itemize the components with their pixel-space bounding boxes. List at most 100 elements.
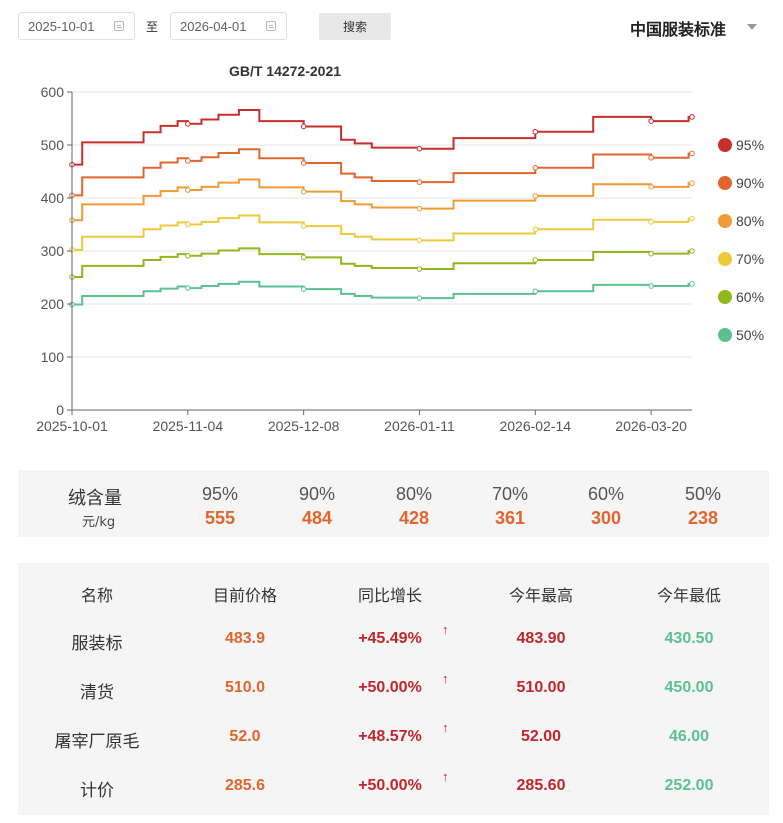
- column-header: 今年最低: [656, 586, 721, 605]
- x-tick-label: 2025-12-08: [268, 418, 340, 434]
- data-point: [300, 160, 307, 166]
- year-low: 252.00: [664, 777, 714, 794]
- legend-dot-icon: [718, 138, 732, 152]
- data-point: [185, 187, 191, 193]
- data-point: [185, 121, 191, 127]
- up-arrow-icon: ↑: [442, 671, 449, 686]
- grade-label: 90%: [298, 484, 336, 504]
- data-point: [416, 266, 423, 272]
- data-point: [689, 180, 695, 186]
- row-name: 服装标: [71, 634, 123, 654]
- series-line-95%: [72, 109, 692, 166]
- year-low: 46.00: [668, 728, 710, 745]
- y-tick-label: 600: [41, 84, 65, 100]
- grade-price: 555: [204, 508, 236, 528]
- search-button[interactable]: 搜索: [319, 13, 391, 40]
- legend-label: 60%: [736, 289, 765, 305]
- y-tick-label: 0: [56, 402, 64, 418]
- legend-dot-icon: [718, 290, 732, 304]
- data-point: [689, 114, 695, 120]
- price-chart: GB/T 14272-2021 0 100 200 300 400 500 600 2025-…: [36, 63, 695, 434]
- column-header: 同比增长: [357, 586, 422, 605]
- grade-price: 361: [494, 508, 526, 528]
- fill-power-summary: 绒含量 元/kg 95% 555 90% 484 80% 428 70% 361 60% 300 5…: [18, 470, 769, 537]
- data-point: [185, 221, 191, 228]
- data-point: [532, 257, 539, 263]
- data-point: [689, 248, 695, 254]
- data-point: [300, 223, 307, 229]
- standard-select-value: 中国服装标准: [630, 20, 727, 39]
- x-tick-label: 2026-03-20: [615, 418, 687, 434]
- year-high: 510.00: [516, 679, 566, 696]
- grade-price: 484: [301, 508, 333, 528]
- data-point: [648, 219, 654, 225]
- data-point: [300, 254, 307, 261]
- y-tick-label: 300: [41, 243, 65, 259]
- data-point: [300, 123, 307, 130]
- data-point: [185, 158, 191, 164]
- legend-label: 80%: [736, 213, 765, 229]
- chart-title: GB/T 14272-2021: [229, 63, 341, 79]
- data-point: [648, 283, 654, 289]
- row-name: 清货: [80, 683, 114, 703]
- series-line-50%: [72, 280, 692, 306]
- current-price: 510.0: [224, 679, 266, 696]
- grade-label: 80%: [395, 484, 433, 504]
- yoy-growth: +50.00% ↑: [358, 671, 449, 696]
- data-point: [416, 205, 423, 212]
- data-point: [185, 252, 191, 259]
- price-table: 名称 目前价格 同比增长 今年最高 今年最低 服装标 483.9 +45.49% ↑ 483.90…: [18, 563, 769, 815]
- x-tick-label: 2026-02-14: [499, 418, 571, 434]
- x-tick-label: 2026-01-11: [384, 418, 455, 434]
- chart-grid: [72, 91, 692, 358]
- series-line-80%: [72, 178, 692, 222]
- data-point: [416, 237, 423, 244]
- data-point: [532, 164, 539, 171]
- year-high: 483.90: [516, 630, 566, 647]
- data-point: [648, 118, 654, 124]
- year-low: 450.00: [664, 679, 714, 696]
- grade-label: 50%: [684, 484, 722, 504]
- legend-dot-icon: [718, 252, 732, 266]
- legend-label: 70%: [736, 251, 765, 267]
- calendar-icon: [114, 21, 124, 31]
- current-price: 483.9: [224, 630, 266, 647]
- current-price: 285.6: [224, 777, 266, 794]
- legend-dot-icon: [718, 328, 732, 342]
- column-header: 目前价格: [212, 586, 277, 605]
- end-date-input[interactable]: 2026-04-01: [170, 12, 287, 40]
- x-tick-label: 2025-10-01: [36, 418, 108, 434]
- data-point: [648, 250, 654, 257]
- start-date-input[interactable]: 2025-10-01: [18, 12, 135, 40]
- grade-price: 428: [398, 508, 430, 528]
- up-arrow-icon: ↑: [442, 622, 449, 637]
- data-point: [416, 179, 423, 185]
- y-tick-label: 400: [41, 190, 65, 206]
- y-tick-label: 100: [41, 349, 65, 365]
- data-point: [532, 288, 539, 295]
- data-point: [532, 128, 539, 135]
- grade-label: 70%: [491, 484, 529, 504]
- data-point: [648, 154, 654, 161]
- caret-down-icon: [747, 24, 757, 30]
- data-point: [532, 226, 539, 233]
- series-line-60%: [72, 247, 692, 278]
- data-point: [300, 286, 307, 292]
- data-point: [689, 215, 695, 222]
- data-point: [648, 184, 654, 190]
- yoy-growth: +50.00% ↑: [358, 769, 449, 794]
- series-line-90%: [72, 148, 692, 197]
- current-price: 52.0: [229, 728, 261, 745]
- legend-dot-icon: [718, 214, 732, 228]
- start-date-value: 2025-10-01: [28, 19, 95, 34]
- data-point: [300, 188, 307, 195]
- end-date-value: 2026-04-01: [180, 19, 247, 34]
- chart-axes: 0 100 200 300 400 500 600 2025-10-01 2025-11-04 2…: [36, 84, 692, 434]
- series-line-70%: [72, 214, 692, 251]
- data-point: [416, 295, 423, 301]
- data-point: [689, 150, 695, 157]
- chart-series: [69, 109, 695, 308]
- row-name: 计价: [80, 781, 114, 801]
- data-point: [689, 281, 695, 287]
- calendar-icon: [266, 21, 276, 31]
